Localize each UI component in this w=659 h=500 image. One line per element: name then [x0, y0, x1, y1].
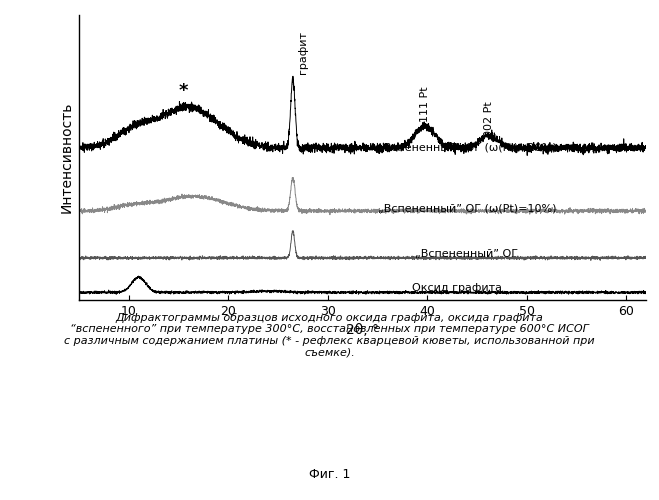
X-axis label: 2θ, °: 2θ, °	[346, 324, 379, 338]
Text: 002 Pt: 002 Pt	[484, 101, 494, 136]
Text: „Вспененный” ОГ: „Вспененный” ОГ	[415, 248, 519, 258]
Text: 111 Pt: 111 Pt	[420, 86, 430, 122]
Y-axis label: Интенсивность: Интенсивность	[59, 102, 74, 213]
Text: „Вспененный” ОГ (ω(Pt)=10%): „Вспененный” ОГ (ω(Pt)=10%)	[378, 204, 556, 214]
Text: Дифрактограммы образцов исходного оксида графита, оксида графита
“вспененного” п: Дифрактограммы образцов исходного оксида…	[64, 312, 595, 358]
Text: „Вспененный” ОГ (ω(Pt)=20%): „Вспененный” ОГ (ω(Pt)=20%)	[378, 142, 556, 152]
Text: *: *	[179, 82, 188, 100]
Text: Оксид графита: Оксид графита	[412, 284, 502, 294]
Text: Фиг. 1: Фиг. 1	[309, 468, 350, 480]
Text: графит: графит	[298, 30, 308, 74]
